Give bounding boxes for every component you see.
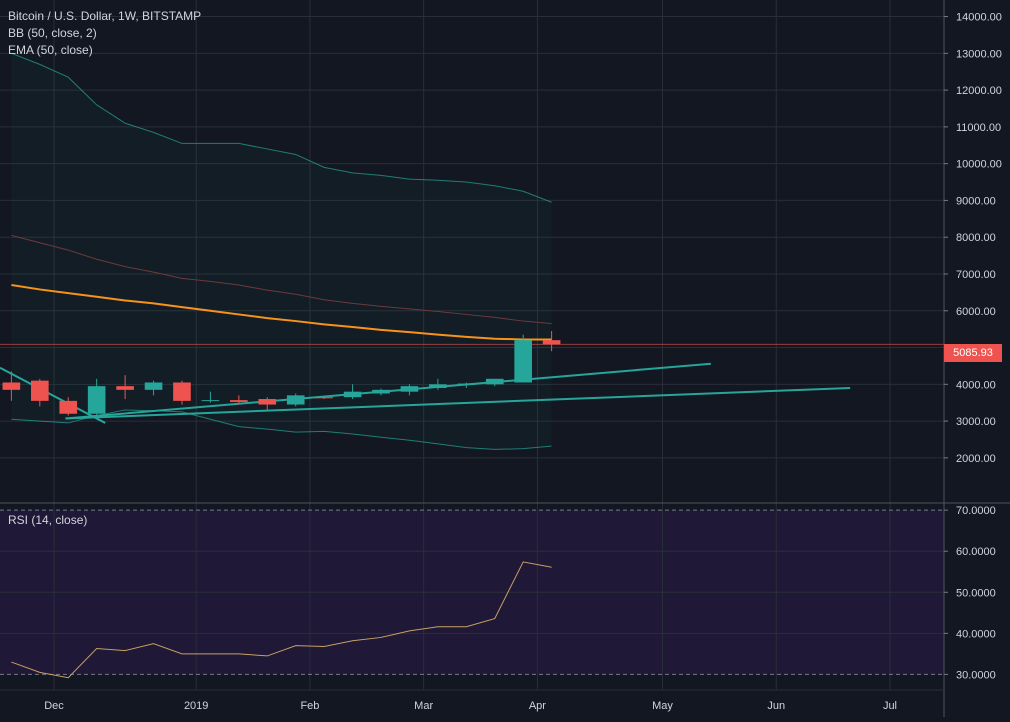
rsi-line [11, 561, 552, 679]
candle-body[interactable] [514, 340, 532, 383]
rsi-axis-label: 70.0000 [956, 505, 996, 517]
symbol-title[interactable]: Bitcoin / U.S. Dollar, 1W, BITSTAMP [8, 9, 202, 23]
bb-upper-line [11, 52, 552, 203]
candle-body[interactable] [230, 400, 248, 402]
rsi-axis-label: 60.0000 [956, 546, 996, 558]
rsi-axis-label: 30.0000 [956, 669, 996, 681]
candle-body[interactable] [457, 383, 476, 386]
candle-body[interactable] [343, 391, 362, 398]
price-axis-label: 14000.00 [956, 12, 1002, 24]
time-axis-label: May [652, 700, 673, 712]
ema-indicator-label[interactable]: EMA (50, close) [8, 43, 93, 57]
bb-band-fill [11, 53, 552, 450]
rsi-indicator-label[interactable]: RSI (14, close) [8, 513, 88, 527]
candle-body[interactable] [429, 384, 447, 388]
price-axis-label: 12000.00 [956, 85, 1002, 97]
candle-body[interactable] [372, 389, 390, 394]
ema-line [11, 284, 552, 341]
time-axis-label: Apr [529, 700, 546, 712]
candle-body[interactable] [201, 400, 220, 402]
trendline[interactable] [65, 386, 851, 420]
time-axis-label: Jul [883, 700, 897, 712]
candle-body[interactable] [400, 386, 419, 392]
candle-body[interactable] [116, 386, 134, 390]
bb-indicator-label[interactable]: BB (50, close, 2) [8, 26, 97, 40]
candle-body[interactable] [87, 386, 106, 414]
price-axis-label: 11000.00 [956, 122, 1001, 134]
trendline[interactable] [0, 366, 106, 424]
price-axis-label: 2000.00 [956, 453, 996, 465]
time-axis-label: 2019 [184, 700, 208, 712]
candle-body[interactable] [315, 397, 333, 399]
candle-body[interactable] [286, 395, 305, 405]
time-axis-label: Mar [414, 700, 433, 712]
time-axis-label: Feb [300, 700, 319, 712]
rsi-legend: RSI (14, close) [8, 512, 87, 529]
candle-body[interactable] [144, 382, 163, 390]
candle-body[interactable] [485, 378, 504, 385]
price-axis-label: 13000.00 [956, 48, 1002, 60]
price-axis-label: 9000.00 [956, 195, 996, 207]
candle-body[interactable] [258, 399, 277, 405]
last-price-tag: 5085.93 [944, 344, 1002, 362]
rsi-axis-label: 40.0000 [956, 628, 996, 640]
price-axis-label: 4000.00 [956, 379, 996, 391]
candle-body[interactable] [2, 382, 21, 390]
candle-body[interactable] [30, 380, 49, 401]
rsi-axis-label: 50.0000 [956, 587, 996, 599]
price-axis-label: 3000.00 [956, 416, 996, 428]
price-axis-label: 6000.00 [956, 306, 996, 318]
price-axis-label: 8000.00 [956, 232, 996, 244]
time-axis-label: Jun [767, 700, 785, 712]
bb-basis-line [11, 234, 552, 325]
price-axis-label: 10000.00 [956, 159, 1002, 171]
candle-body[interactable] [59, 400, 78, 414]
time-axis-label: Dec [44, 700, 64, 712]
main-legend: Bitcoin / U.S. Dollar, 1W, BITSTAMP BB (… [8, 8, 201, 59]
candle-body[interactable] [542, 340, 561, 345]
price-axis-label: 7000.00 [956, 269, 996, 281]
candle-body[interactable] [173, 382, 191, 401]
